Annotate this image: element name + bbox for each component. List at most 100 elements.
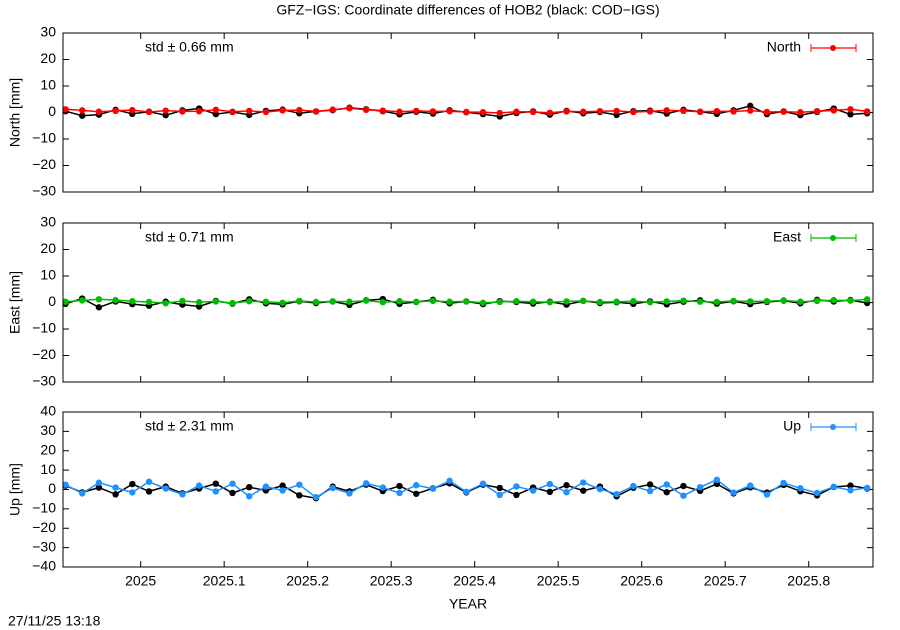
data-point [145, 298, 153, 306]
data-point [229, 108, 236, 115]
data-point [563, 108, 570, 115]
legend-label: North [767, 39, 801, 55]
data-point [596, 107, 604, 115]
data-point [162, 107, 169, 114]
data-point [312, 298, 320, 306]
data-point [379, 484, 387, 491]
data-point [79, 107, 86, 114]
data-point [95, 108, 103, 115]
data-point [429, 297, 437, 305]
y-tick-label: 0 [48, 103, 56, 119]
data-point [179, 491, 186, 498]
y-tick-label: 0 [48, 480, 56, 496]
data-point [747, 298, 754, 305]
data-point [446, 477, 453, 484]
data-point [346, 490, 353, 497]
data-point [379, 107, 387, 114]
chart-title: GFZ−IGS: Coordinate differences of HOB2 … [276, 2, 659, 18]
data-point [145, 478, 153, 485]
data-point [212, 480, 220, 487]
legend-marker [830, 424, 836, 430]
data-point [246, 297, 253, 305]
data-point [179, 297, 186, 305]
data-point [513, 491, 520, 499]
y-tick-label: −40 [32, 558, 56, 574]
data-point [79, 490, 86, 497]
data-point [346, 105, 353, 112]
y-axis-label: East [mm] [7, 271, 23, 334]
data-point [262, 298, 270, 305]
data-point [246, 483, 253, 491]
data-point [329, 106, 336, 113]
data-point [312, 494, 320, 501]
y-tick-label: −20 [32, 346, 56, 362]
data-point [747, 482, 754, 489]
data-point [747, 107, 754, 114]
data-point [847, 482, 854, 489]
x-tick-label: 2025.1 [203, 573, 246, 589]
x-axis-label: YEAR [449, 596, 487, 612]
data-point [63, 298, 69, 305]
data-point [212, 106, 220, 114]
data-point [730, 489, 737, 496]
data-point [112, 484, 119, 491]
data-point [346, 298, 353, 305]
data-point [696, 298, 704, 305]
data-point [580, 297, 587, 305]
y-tick-label: 30 [40, 214, 56, 230]
data-point [863, 484, 871, 492]
data-point [680, 107, 687, 115]
std-annotation: std ± 2.31 mm [145, 418, 234, 434]
data-point [195, 482, 203, 489]
data-point [446, 107, 453, 115]
data-point [95, 484, 103, 491]
data-point [446, 298, 453, 305]
y-tick-label: −30 [32, 373, 56, 389]
data-point [162, 111, 169, 119]
data-point [229, 480, 236, 487]
data-point [112, 296, 119, 304]
data-point [546, 488, 554, 496]
data-point [546, 109, 554, 116]
data-point [830, 107, 837, 114]
data-point [279, 107, 286, 114]
data-point [529, 298, 537, 305]
data-point [296, 106, 303, 114]
data-point [262, 483, 270, 490]
series [63, 476, 871, 501]
data-point [296, 297, 303, 305]
legend-label: East [773, 229, 801, 245]
data-point [563, 298, 570, 305]
data-point [696, 108, 704, 115]
data-point [646, 481, 654, 488]
data-point [413, 107, 420, 115]
data-point [145, 488, 153, 495]
timestamp: 27/11/25 13:18 [8, 613, 101, 629]
y-tick-label: −20 [32, 519, 56, 535]
data-point [863, 296, 871, 303]
data-point [496, 491, 503, 499]
data-point [797, 109, 804, 116]
y-tick-label: −10 [32, 500, 56, 516]
data-point [830, 296, 837, 304]
data-point [362, 480, 370, 487]
data-point [797, 298, 804, 305]
data-point [145, 108, 153, 116]
data-point [112, 107, 119, 115]
data-point [195, 107, 203, 115]
data-point [580, 487, 587, 494]
x-tick-label: 2025.8 [787, 573, 830, 589]
data-point [396, 489, 403, 497]
x-tick-label: 2025.2 [286, 573, 329, 589]
y-tick-label: 0 [48, 293, 56, 309]
data-point [95, 296, 103, 303]
data-point [813, 107, 821, 115]
series [63, 296, 871, 307]
data-point [763, 108, 771, 116]
data-point [413, 298, 420, 306]
data-point [279, 487, 286, 494]
y-tick-label: 20 [40, 50, 56, 66]
data-point [496, 298, 503, 306]
